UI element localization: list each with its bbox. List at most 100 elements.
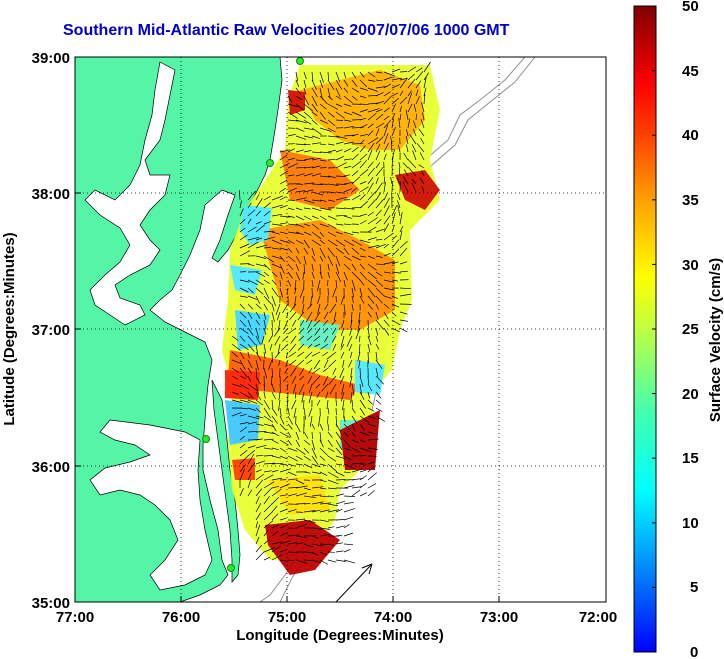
velocity-arrow bbox=[271, 204, 283, 209]
velocity-arrow bbox=[247, 263, 255, 267]
velocity-arrow bbox=[412, 150, 417, 161]
velocity-arrow bbox=[284, 367, 289, 374]
velocity-arrow bbox=[263, 359, 265, 370]
velocity-arrow bbox=[391, 235, 397, 241]
colorbar-tick-label: 10 bbox=[682, 515, 699, 532]
velocity-arrow bbox=[263, 438, 274, 441]
velocity-arrow bbox=[288, 343, 297, 353]
velocity-arrow bbox=[375, 128, 380, 137]
velocity-arrow bbox=[367, 226, 377, 233]
velocity-arrow bbox=[247, 279, 258, 286]
velocity-arrow bbox=[335, 534, 343, 537]
velocity-arrow bbox=[367, 211, 374, 217]
velocity-arrow bbox=[294, 287, 297, 294]
velocity-arrow bbox=[303, 207, 311, 210]
velocity-arrow bbox=[399, 77, 408, 81]
velocity-arrow bbox=[359, 383, 362, 395]
velocity-arrow bbox=[367, 383, 373, 392]
velocity-arrow bbox=[351, 71, 357, 79]
velocity-arrow bbox=[305, 311, 313, 323]
velocity-arrow bbox=[311, 231, 322, 240]
velocity-arrow bbox=[397, 200, 401, 209]
velocity-arrow bbox=[247, 391, 254, 399]
velocity-arrow bbox=[343, 263, 351, 271]
velocity-arrow bbox=[335, 463, 343, 466]
velocity-arrow bbox=[319, 495, 329, 498]
velocity-arrow bbox=[391, 92, 399, 97]
velocity-arrow bbox=[263, 195, 271, 201]
velocity-arrow bbox=[351, 79, 358, 87]
velocity-arrow bbox=[343, 87, 349, 93]
velocity-arrow bbox=[311, 551, 319, 556]
velocity-arrow bbox=[287, 174, 295, 177]
velocity-arrow bbox=[295, 359, 305, 368]
velocity-arrow bbox=[303, 519, 316, 524]
velocity-arrow bbox=[343, 439, 352, 449]
velocity-arrow bbox=[255, 327, 260, 339]
velocity-arrow bbox=[351, 447, 361, 453]
velocity-arrow bbox=[367, 199, 377, 209]
velocity-arrow bbox=[255, 512, 261, 521]
velocity-arrow bbox=[287, 239, 295, 245]
outer-banks bbox=[211, 379, 241, 583]
velocity-arrow bbox=[335, 559, 346, 562]
velocity-arrow bbox=[411, 144, 417, 153]
velocity-arrow bbox=[383, 295, 392, 299]
velocity-arrow bbox=[359, 95, 367, 99]
velocity-arrow bbox=[255, 237, 263, 241]
velocity-arrow bbox=[287, 111, 298, 119]
colorbar-tick-label: 20 bbox=[682, 386, 699, 403]
velocity-arrow bbox=[367, 87, 378, 92]
velocity-arrow bbox=[291, 319, 297, 327]
velocity-arrow bbox=[301, 391, 305, 403]
velocity-arrow bbox=[340, 335, 345, 348]
velocity-arrow bbox=[383, 223, 390, 233]
velocity-arrow bbox=[423, 72, 429, 81]
velocity-arrow bbox=[263, 295, 272, 305]
velocity-arrow bbox=[303, 111, 313, 120]
velocity-arrow bbox=[319, 119, 328, 124]
velocity-arrow bbox=[349, 351, 353, 359]
velocity-arrow bbox=[407, 92, 413, 105]
velocity-arrow bbox=[239, 422, 249, 425]
velocity-arrow bbox=[383, 311, 389, 320]
velocity-arrow bbox=[343, 79, 349, 87]
velocity-arrow bbox=[271, 351, 273, 363]
velocity-arrow bbox=[311, 431, 313, 439]
velocity-arrow bbox=[271, 431, 280, 437]
velocity-arrow bbox=[398, 167, 401, 177]
velocity-arrow bbox=[263, 202, 271, 209]
velocity-arrow bbox=[327, 407, 330, 415]
velocity-arrow bbox=[351, 486, 363, 489]
velocity-arrow bbox=[311, 215, 319, 220]
velocity-arrow bbox=[359, 109, 368, 113]
velocity-arrow bbox=[343, 71, 347, 79]
velocity-arrow bbox=[319, 127, 332, 132]
velocity-arrow bbox=[255, 460, 266, 465]
velocity-arrow bbox=[375, 219, 382, 225]
velocity-arrow bbox=[407, 158, 417, 169]
velocity-arrow bbox=[343, 239, 355, 247]
velocity-arrow bbox=[325, 391, 329, 399]
y-tick-label: 39:00 bbox=[32, 50, 70, 67]
velocity-arrow bbox=[279, 415, 285, 425]
velocity-arrow bbox=[375, 243, 386, 249]
velocity-arrow bbox=[295, 479, 305, 485]
velocity-arrow bbox=[351, 383, 355, 396]
velocity-arrow bbox=[367, 279, 377, 288]
velocity-arrow bbox=[367, 191, 376, 201]
velocity-arrow bbox=[335, 155, 345, 161]
velocity-arrow bbox=[263, 343, 267, 354]
velocity-arrow bbox=[279, 468, 292, 473]
velocity-arrow bbox=[319, 509, 330, 513]
velocity-arrow bbox=[239, 399, 250, 403]
velocity-arrow bbox=[333, 311, 337, 321]
velocity-arrow bbox=[297, 343, 305, 351]
velocity-arrow bbox=[327, 239, 338, 247]
velocity-arrow bbox=[295, 255, 302, 265]
velocity-arrow bbox=[263, 210, 271, 217]
velocity-arrow bbox=[271, 383, 275, 393]
velocity-arrow bbox=[327, 279, 329, 287]
velocity-arrow bbox=[319, 151, 332, 154]
velocity-arrow bbox=[279, 508, 288, 513]
